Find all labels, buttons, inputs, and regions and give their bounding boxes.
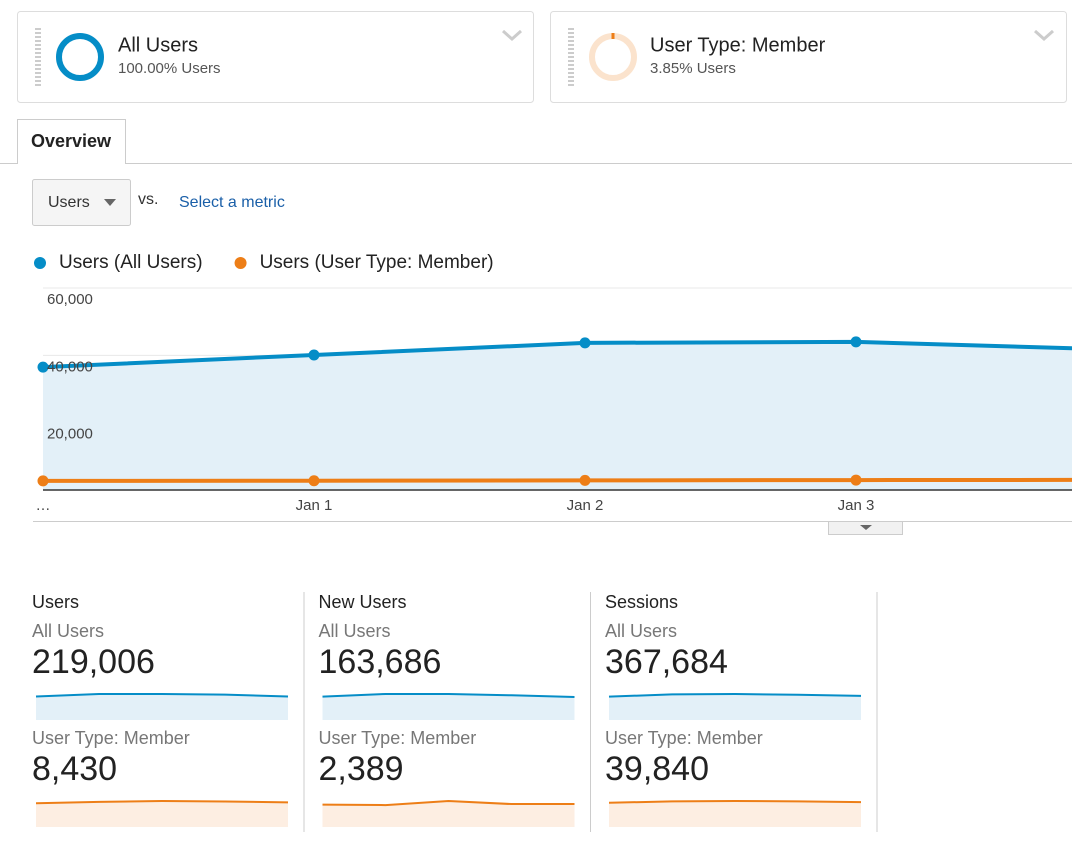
card-title: Sessions — [605, 592, 678, 612]
segment-card[interactable] — [550, 11, 1067, 103]
point — [850, 474, 862, 486]
line-chart: Users (All Users) Users (User Type: Membe… — [34, 252, 1072, 514]
sparkline-area — [609, 694, 861, 720]
tab-label[interactable]: Overview — [31, 131, 112, 151]
tab[interactable] — [17, 119, 126, 165]
sparkline — [322, 799, 575, 807]
area — [43, 341, 1072, 490]
card-segment: All Users — [319, 621, 391, 641]
point — [308, 475, 320, 487]
card-value: 163,686 — [319, 643, 442, 681]
segment-name: User Type: Member — [650, 34, 826, 56]
sparkline-area — [322, 801, 575, 827]
card-segment: User Type: Member — [605, 728, 763, 748]
vs-label: vs. — [138, 191, 158, 208]
metric-dropdown[interactable] — [32, 179, 131, 226]
card-segment: All Users — [32, 621, 104, 641]
legend-label: Users (All Users) — [59, 252, 203, 273]
sparkline — [322, 693, 575, 699]
expander-arrow — [860, 525, 872, 530]
card-value: 2,389 — [319, 750, 404, 788]
dropdown-arrow — [104, 199, 116, 206]
sparkline-area — [609, 801, 861, 827]
card-segment: User Type: Member — [32, 728, 190, 748]
sparkline-area — [36, 694, 288, 720]
segment-name: All Users — [118, 34, 198, 56]
line — [42, 477, 1072, 483]
sparkline-area — [36, 801, 288, 827]
select-metric-link[interactable]: Select a metric — [179, 194, 285, 211]
y-tick-label: 40,000 — [47, 358, 93, 375]
y-tick-label: 60,000 — [47, 291, 93, 308]
x-tick-label: Jan 1 — [296, 497, 333, 514]
card-title: Users — [32, 592, 79, 612]
card-value: 8,430 — [32, 750, 117, 788]
legend-dot — [234, 257, 247, 269]
card-segment: All Users — [605, 621, 677, 641]
point — [850, 336, 862, 348]
point — [37, 361, 49, 373]
legend-label: Users (User Type: Member) — [260, 252, 494, 273]
card-title: New Users — [319, 592, 407, 612]
point — [37, 475, 49, 487]
segment-menu[interactable] — [502, 29, 522, 42]
sparkline — [608, 799, 862, 804]
x-tick-label: … — [36, 497, 51, 514]
y-tick-label: 20,000 — [47, 426, 93, 443]
legend-dot — [34, 257, 46, 269]
metric-label[interactable]: Users — [48, 194, 90, 211]
x-tick-label: Jan 2 — [567, 497, 604, 514]
segment-share: 100.00% Users — [118, 60, 221, 77]
segment-share: 3.85% Users — [650, 60, 736, 77]
sparkline — [608, 692, 862, 698]
segment-ring — [56, 33, 104, 81]
point — [579, 337, 591, 349]
sparkline — [35, 799, 289, 805]
sparkline-area — [322, 694, 575, 720]
sparkline — [35, 693, 289, 698]
card-value: 367,684 — [605, 643, 728, 681]
segment-card[interactable] — [17, 11, 534, 103]
x-tick-label: Jan 3 — [838, 497, 875, 514]
card-value: 39,840 — [605, 750, 709, 788]
card-segment: User Type: Member — [319, 728, 477, 748]
segment-menu[interactable] — [1034, 29, 1054, 42]
point — [579, 474, 591, 486]
point — [308, 349, 320, 361]
card-value: 219,006 — [32, 643, 155, 681]
